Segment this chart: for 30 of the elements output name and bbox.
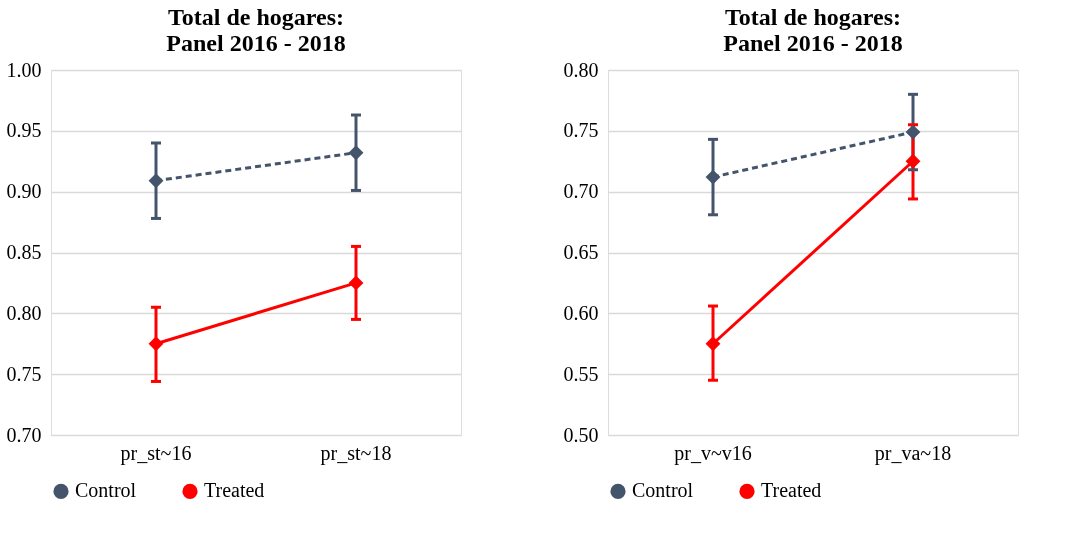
y-tick-label: 0.75	[6, 362, 42, 385]
y-tick-label: 0.80	[563, 58, 599, 81]
y-tick-label: 0.85	[6, 241, 42, 263]
point	[348, 275, 364, 291]
legend-label: Control	[75, 479, 137, 502]
point	[705, 336, 721, 352]
y-tick-label: 0.60	[563, 301, 599, 324]
y-tick-label: 0.55	[563, 362, 599, 385]
legend-label: Treated	[761, 479, 822, 502]
y-tick-label: 0.80	[6, 301, 42, 324]
point	[348, 145, 364, 161]
x-tick-label: pr_v~v16	[674, 441, 752, 465]
y-tick-label: 0.95	[6, 119, 42, 142]
x-tick-label: pr_st~18	[320, 441, 392, 465]
x-tick-label: pr_va~18	[874, 441, 952, 465]
y-tick-label: 0.65	[563, 241, 599, 263]
chart-title: Total de hogares: Panel 2016 - 2018	[723, 4, 903, 56]
point	[148, 173, 164, 189]
point	[705, 169, 721, 185]
y-tick-label: 0.50	[563, 423, 599, 446]
chart-title: Total de hogares: Panel 2016 - 2018	[166, 4, 346, 56]
y-tick-label: 0.70	[563, 180, 599, 203]
legend-label: Control	[632, 479, 694, 502]
y-tick-label: 0.90	[6, 180, 42, 203]
x-tick-label: pr_st~16	[120, 441, 192, 465]
point	[148, 336, 164, 352]
y-tick-label: 0.70	[6, 423, 42, 446]
legend-label: Treated	[204, 479, 265, 502]
y-tick-label: 0.75	[563, 119, 599, 142]
y-tick-label: 1.00	[6, 58, 42, 81]
